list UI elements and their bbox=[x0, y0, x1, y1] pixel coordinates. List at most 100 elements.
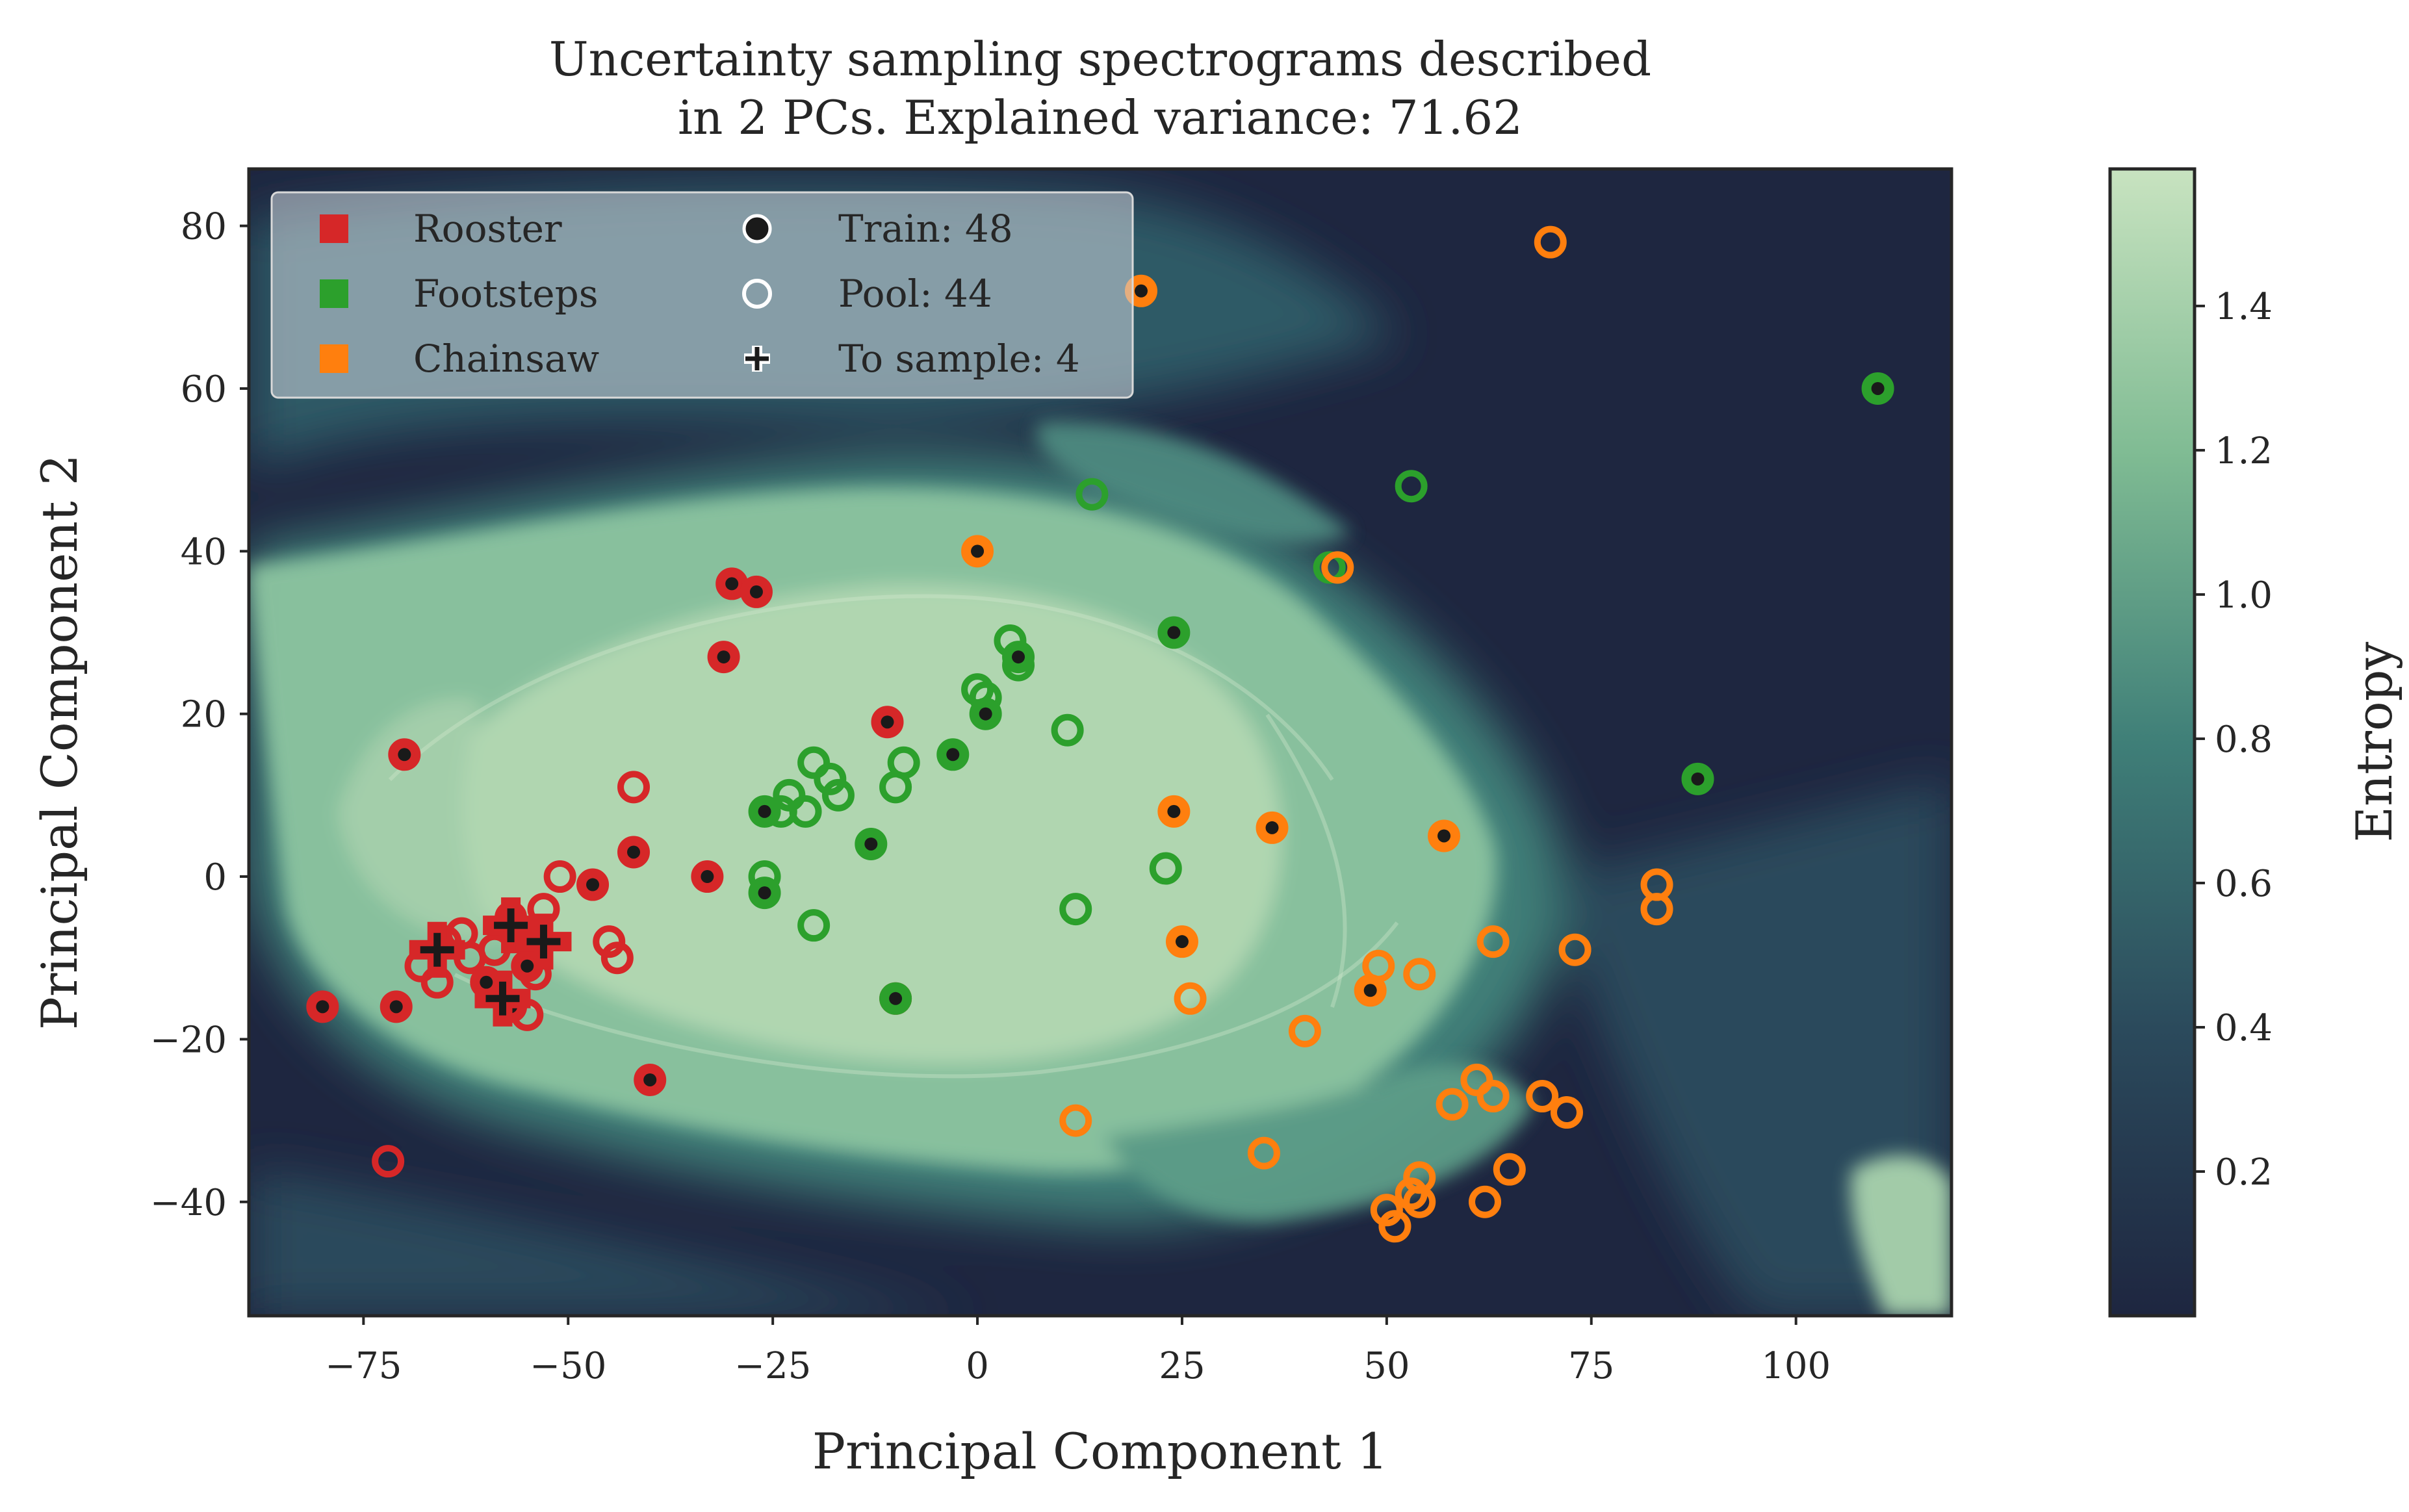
colorbar-tick-label: 0.6 bbox=[2215, 863, 2273, 905]
colorbar-tick-label: 0.2 bbox=[2215, 1151, 2273, 1194]
footsteps-pool-point bbox=[797, 909, 831, 942]
footsteps-pool-point bbox=[879, 771, 912, 804]
train-point-dot bbox=[889, 992, 903, 1005]
chainsaw-pool-point bbox=[1378, 1210, 1411, 1243]
chainsaw-train-point bbox=[1428, 819, 1461, 852]
chainsaw-legend-swatch bbox=[320, 344, 348, 373]
x-tick-label: 0 bbox=[966, 1345, 989, 1387]
chainsaw-pool-point bbox=[1558, 933, 1591, 966]
chainsaw-pool-point bbox=[1469, 1185, 1502, 1218]
rooster-train-point bbox=[380, 990, 413, 1023]
colorbar-tick-label: 1.4 bbox=[2215, 286, 2273, 328]
rooster-to-sample-point bbox=[409, 921, 465, 978]
chainsaw-pool-point bbox=[1534, 225, 1567, 259]
chainsaw-pool-point bbox=[1321, 551, 1354, 584]
legend-label-marker: To sample: 4 bbox=[838, 337, 1080, 381]
train-point-dot bbox=[749, 585, 763, 598]
y-tick-label: 40 bbox=[181, 531, 227, 573]
train-point-dot bbox=[946, 748, 960, 762]
rooster-train-point bbox=[388, 738, 421, 771]
data-points bbox=[306, 225, 1894, 1243]
footsteps-train-point bbox=[748, 795, 781, 828]
x-tick-label: 75 bbox=[1568, 1345, 1614, 1387]
train-point-dot bbox=[881, 715, 894, 729]
x-tick-label: −25 bbox=[734, 1345, 811, 1387]
rooster-legend-swatch bbox=[320, 214, 348, 243]
legend-pool-marker bbox=[742, 279, 772, 309]
legend-box bbox=[270, 191, 1134, 399]
chainsaw-pool-point bbox=[1174, 982, 1207, 1015]
rooster-train-point bbox=[576, 868, 610, 901]
legend-label-rooster: Rooster bbox=[413, 207, 562, 251]
train-point-dot bbox=[1012, 650, 1025, 664]
footsteps-pool-point bbox=[1149, 852, 1182, 885]
chainsaw-pool-point bbox=[1493, 1153, 1526, 1186]
footsteps-pool-point bbox=[1076, 478, 1109, 511]
chainsaw-pool-point bbox=[1476, 925, 1510, 958]
to-sample-plus bbox=[485, 981, 520, 1016]
footsteps-pool-point bbox=[1059, 893, 1092, 926]
y-tick-label: 0 bbox=[203, 856, 227, 899]
train-point-dot bbox=[586, 878, 600, 891]
footsteps-train-point bbox=[1861, 372, 1894, 405]
train-point-dot bbox=[1691, 772, 1705, 786]
legend: Rooster Footsteps Chainsaw Train: 48 Pool: 4… bbox=[270, 191, 1134, 399]
x-tick-label: 25 bbox=[1159, 1345, 1205, 1387]
rooster-pool-point bbox=[372, 1145, 405, 1178]
rooster-train-point bbox=[707, 641, 740, 674]
legend-label-footsteps: Footsteps bbox=[413, 272, 599, 316]
x-tick-label: 100 bbox=[1761, 1345, 1831, 1387]
rooster-pool-point bbox=[617, 771, 651, 804]
chainsaw-pool-point bbox=[1403, 1185, 1436, 1218]
chainsaw-pool-point bbox=[1476, 1080, 1510, 1113]
rooster-train-point bbox=[306, 990, 339, 1023]
footsteps-train-point bbox=[969, 697, 1002, 730]
footsteps-train-point bbox=[936, 738, 970, 771]
train-point-dot bbox=[1134, 284, 1148, 298]
train-point-dot bbox=[1871, 381, 1885, 395]
y-tick-label: −20 bbox=[150, 1019, 227, 1061]
y-axis-label: Principal Component 2 bbox=[31, 454, 88, 1030]
train-point-dot bbox=[480, 975, 493, 989]
chainsaw-train-point bbox=[961, 535, 994, 568]
footsteps-legend-swatch bbox=[320, 279, 348, 308]
footsteps-train-point bbox=[1157, 616, 1191, 649]
rooster-to-sample-point bbox=[515, 914, 572, 970]
chainsaw-train-point bbox=[1165, 925, 1198, 958]
train-point-dot bbox=[627, 845, 641, 859]
colorbar-gradient bbox=[2108, 167, 2196, 1318]
colorbar: 0.2 0.4 0.6 0.8 1.0 1.2 1.4 Entropy bbox=[2108, 167, 2403, 1318]
y-axis-ticks: −40 −20 0 20 40 60 80 bbox=[150, 206, 249, 1224]
legend-sample-marker bbox=[745, 347, 769, 370]
footsteps-train-point bbox=[1002, 641, 1035, 674]
footsteps-train-point bbox=[1681, 762, 1714, 795]
footsteps-train-point bbox=[855, 827, 888, 860]
y-tick-label: 80 bbox=[181, 206, 227, 248]
train-point-dot bbox=[864, 837, 878, 851]
train-point-dot bbox=[1167, 804, 1181, 818]
rooster-pool-point bbox=[543, 860, 576, 893]
train-point-dot bbox=[643, 1073, 657, 1086]
train-point-dot bbox=[1437, 829, 1451, 843]
x-axis-label: Principal Component 1 bbox=[812, 1422, 1388, 1480]
rooster-pool-point bbox=[600, 942, 634, 975]
rooster-train-point bbox=[871, 706, 904, 739]
rooster-train-point bbox=[691, 860, 724, 893]
to-sample-plus bbox=[526, 925, 561, 959]
y-tick-label: 60 bbox=[181, 368, 227, 411]
rooster-train-point bbox=[617, 836, 651, 869]
to-sample-plus bbox=[494, 908, 528, 943]
legend-label-chainsaw: Chainsaw bbox=[413, 337, 599, 381]
colorbar-ticks: 0.2 0.4 0.6 0.8 1.0 1.2 1.4 bbox=[2195, 286, 2273, 1194]
colorbar-tick-label: 0.4 bbox=[2215, 1007, 2273, 1049]
footsteps-pool-point bbox=[773, 778, 806, 812]
footsteps-pool-point bbox=[1395, 470, 1428, 503]
chainsaw-pool-point bbox=[1247, 1136, 1280, 1170]
train-point-dot bbox=[971, 545, 985, 558]
chainsaw-pool-point bbox=[1460, 1063, 1493, 1096]
legend-train-marker bbox=[742, 214, 772, 244]
rooster-to-sample-point bbox=[483, 897, 539, 954]
chainsaw-pool-point bbox=[1370, 1194, 1403, 1227]
colorbar-tick-label: 0.8 bbox=[2215, 719, 2273, 761]
chainsaw-pool-point bbox=[1436, 1088, 1469, 1121]
